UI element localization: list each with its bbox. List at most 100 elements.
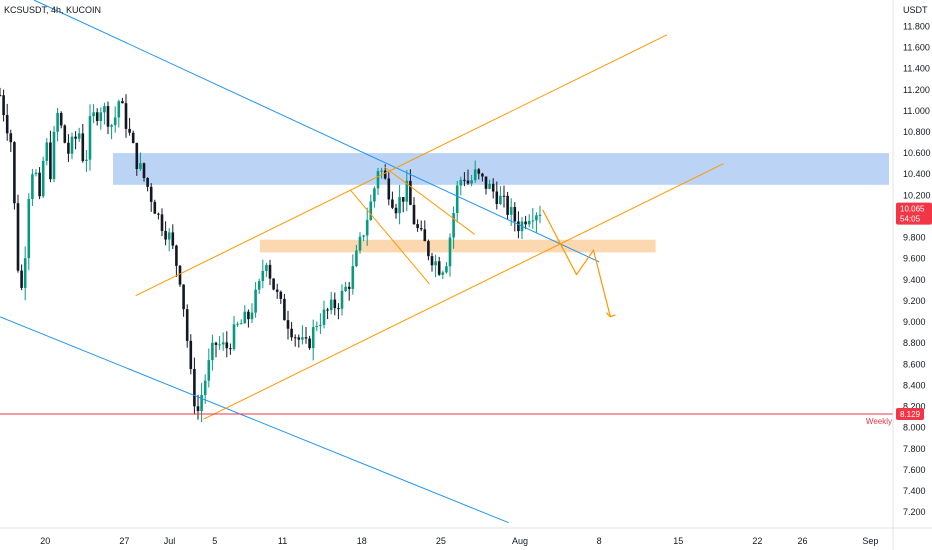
drawings-layer xyxy=(0,0,893,524)
falling-wedge-lower-line xyxy=(350,189,430,285)
weekly-level-name: Weekly xyxy=(866,417,892,426)
candle-body xyxy=(301,337,304,340)
candle-body xyxy=(427,241,430,257)
candle-body xyxy=(311,327,315,349)
currency-label: USDT xyxy=(903,5,928,15)
candle-body xyxy=(531,220,535,222)
y-tick-label: 8.600 xyxy=(903,359,926,369)
candle-body xyxy=(286,320,290,329)
x-tick-label: 25 xyxy=(436,536,446,546)
candle-body xyxy=(517,221,520,232)
candle-body xyxy=(369,201,373,221)
candle-body xyxy=(380,170,383,172)
candle-body xyxy=(74,136,77,139)
candle-body xyxy=(297,337,301,340)
candle-body xyxy=(272,278,275,290)
candle-body xyxy=(430,256,434,266)
candle-body xyxy=(167,232,171,240)
candle-body xyxy=(373,188,376,202)
candle-body xyxy=(27,199,31,259)
candle-body xyxy=(416,224,419,229)
candle-body xyxy=(193,368,196,407)
candle-body xyxy=(459,179,463,186)
candle-body xyxy=(304,337,308,339)
candle-body xyxy=(189,340,193,369)
candle-body xyxy=(409,180,412,205)
falling-wedge-upper-line xyxy=(384,166,476,235)
candle-body xyxy=(81,133,85,162)
candle-body xyxy=(398,197,401,214)
candle-body xyxy=(88,116,92,160)
candle-body xyxy=(92,112,95,117)
time-axis[interactable]: 20 27 Jul 5 11 18 25 Aug 8 15 22 26 Sep xyxy=(40,536,878,546)
x-tick-label: 15 xyxy=(673,536,683,546)
candle-body xyxy=(153,201,157,214)
last-price-badge xyxy=(896,202,932,225)
candle-body xyxy=(41,160,45,197)
y-tick-label: 7.600 xyxy=(903,465,926,475)
candle-body xyxy=(257,281,261,290)
candle-body xyxy=(473,169,477,181)
x-tick-label: 11 xyxy=(278,536,287,546)
candle-body xyxy=(38,172,41,197)
candle-body xyxy=(387,178,391,200)
candle-body xyxy=(52,131,56,180)
candle-body xyxy=(445,266,448,273)
candle-body xyxy=(20,270,23,288)
candle-body xyxy=(391,199,394,208)
candle-body xyxy=(182,284,185,310)
candle-body xyxy=(535,215,538,221)
y-tick-label: 9.200 xyxy=(903,296,926,306)
candle-body xyxy=(160,214,164,231)
candle-body xyxy=(441,272,445,275)
candle-body xyxy=(358,236,362,251)
candle-body xyxy=(67,142,70,154)
candle-body xyxy=(448,237,452,267)
candle-body xyxy=(538,214,542,216)
candle-body xyxy=(481,173,484,177)
candle-body xyxy=(466,180,470,184)
candle-body xyxy=(214,342,218,345)
candle-body xyxy=(49,142,52,180)
candle-body xyxy=(347,286,351,289)
candle-body xyxy=(171,232,175,246)
candle-body xyxy=(31,174,34,200)
candle-body xyxy=(365,220,369,236)
candle-body xyxy=(211,342,214,361)
candle-body xyxy=(488,183,491,189)
candle-body xyxy=(34,172,38,175)
candle-body xyxy=(5,115,9,134)
upper-rising-channel-line xyxy=(135,34,668,297)
x-tick-label: 26 xyxy=(798,536,808,546)
candle-body xyxy=(146,178,149,187)
y-tick-label: 10.800 xyxy=(903,127,931,137)
candle-body xyxy=(279,291,283,299)
candles-layer xyxy=(0,87,542,423)
candle-body xyxy=(207,360,211,381)
candle-body xyxy=(99,112,103,121)
candle-body xyxy=(463,179,466,181)
candle-body xyxy=(250,312,254,320)
candle-body xyxy=(218,344,221,346)
weekly-level-value: 8.129 xyxy=(900,410,921,419)
candle-body xyxy=(495,191,499,205)
y-tick-label: 9.400 xyxy=(903,275,926,285)
candle-body xyxy=(229,348,232,350)
candle-body xyxy=(308,338,311,349)
candle-body xyxy=(509,207,513,215)
price-axis[interactable]: 11.800 11.600 11.400 11.200 11.000 10.800 10.6… xyxy=(903,21,931,517)
candle-body xyxy=(499,195,502,205)
candle-body xyxy=(103,106,106,113)
candle-body xyxy=(203,380,207,395)
x-tick-label: 8 xyxy=(597,536,602,546)
candle-body xyxy=(243,311,247,324)
bar-countdown: 54:05 xyxy=(900,215,921,224)
candle-body xyxy=(63,125,67,143)
candle-body xyxy=(149,186,153,202)
candle-body xyxy=(506,195,509,215)
candle-body xyxy=(437,261,441,275)
candle-body xyxy=(261,270,265,282)
candle-body xyxy=(513,207,517,222)
